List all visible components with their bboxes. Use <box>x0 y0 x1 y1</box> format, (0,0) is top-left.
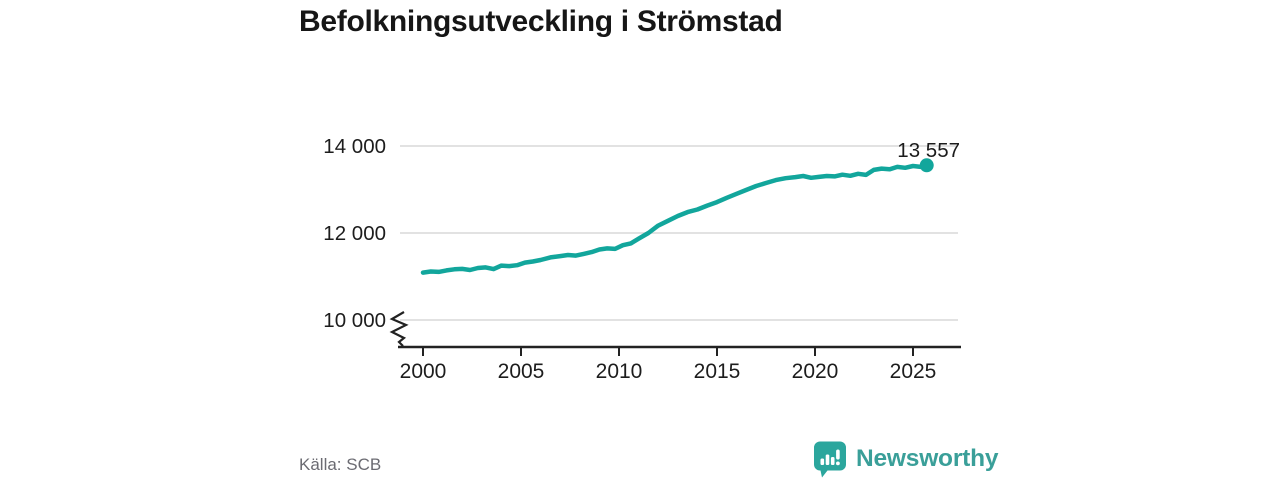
y-tick-label: 10 000 <box>323 309 386 332</box>
y-tick-label: 14 000 <box>323 135 386 158</box>
x-tick-label: 2025 <box>890 360 937 383</box>
latest-value-label: 13 557 <box>897 139 960 162</box>
population-line <box>420 163 929 275</box>
x-tick-label: 2020 <box>792 360 839 383</box>
source-note: Källa: SCB <box>299 455 382 474</box>
newsworthy-speech-bubble-chart-icon <box>814 441 846 478</box>
x-tick-label: 2000 <box>400 360 447 383</box>
latest-point-marker <box>919 158 934 173</box>
x-tick-label: 2010 <box>596 360 643 383</box>
x-tick-label: 2015 <box>694 360 741 383</box>
x-tick-label: 2005 <box>498 360 545 383</box>
newsworthy-logo: Newsworthy <box>812 440 999 478</box>
y-tick-label: 12 000 <box>323 222 386 245</box>
chart-title: Befolkningsutveckling i Strömstad <box>299 5 783 38</box>
newsworthy-logo-text: Newsworthy <box>856 445 999 472</box>
axis-break-icon <box>389 311 409 347</box>
